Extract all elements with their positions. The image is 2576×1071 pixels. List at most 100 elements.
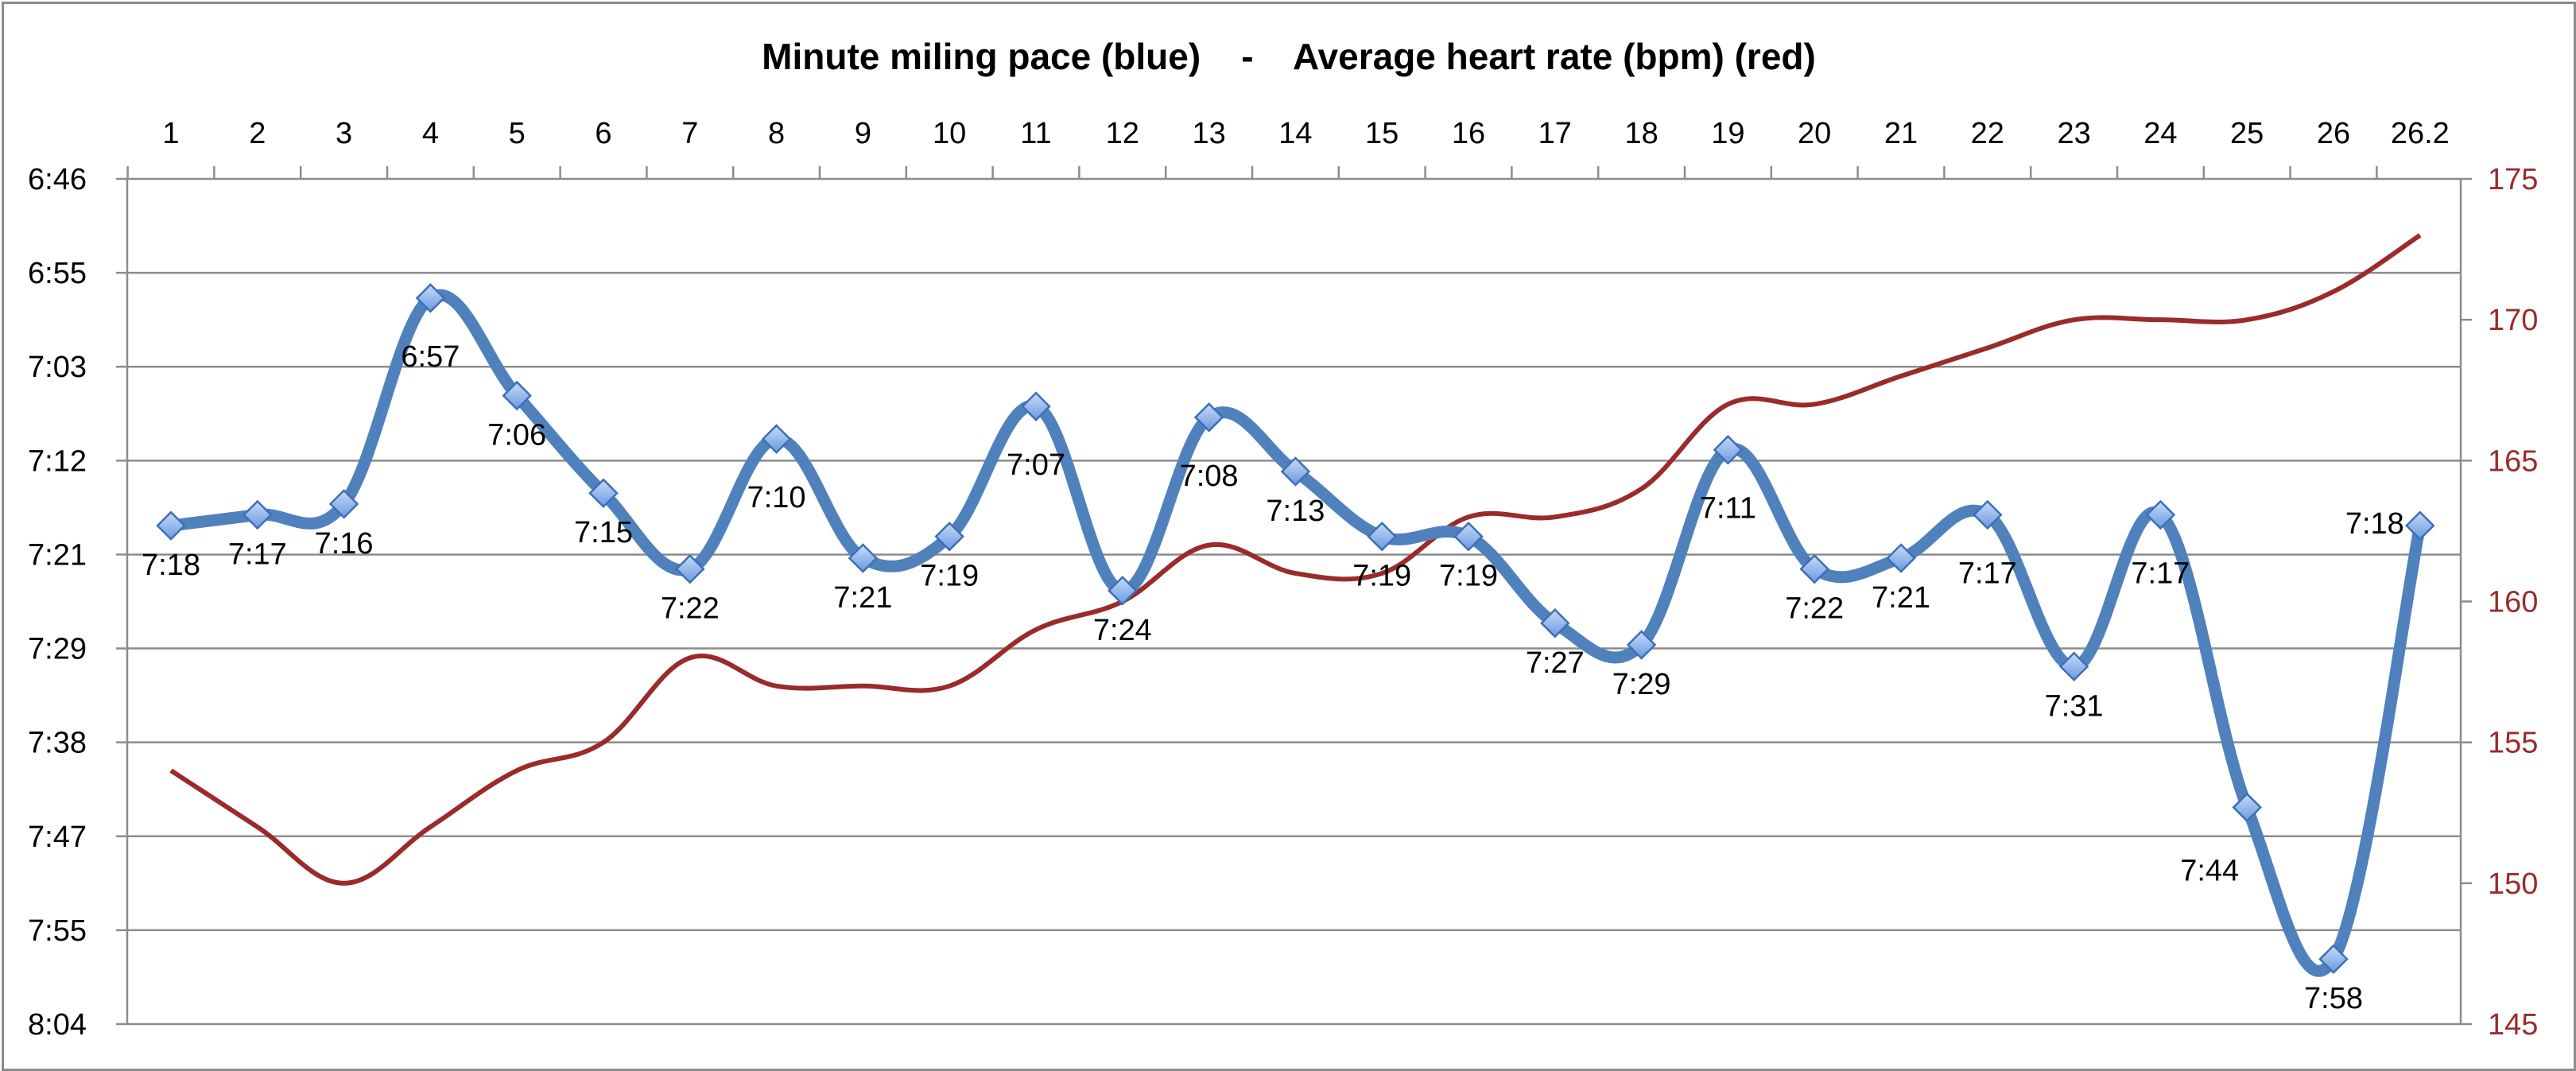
category-label: 16	[1452, 117, 1485, 150]
category-label: 10	[933, 117, 966, 150]
pace-data-label: 7:19	[1352, 560, 1411, 593]
pace-marker	[156, 510, 186, 541]
pace-data-label: 7:13	[1266, 495, 1325, 528]
pace-marker	[1193, 402, 1224, 433]
pace-marker	[675, 553, 705, 584]
category-label: 21	[1884, 117, 1918, 150]
chart-title: Minute miling pace (blue) - Average hear…	[762, 36, 1816, 77]
category-label: 11	[1020, 117, 1051, 150]
category-label: 18	[1624, 117, 1658, 150]
right-tick-label: 150	[2488, 867, 2538, 901]
pace-data-label: 7:22	[661, 592, 720, 626]
category-label: 14	[1278, 117, 1312, 150]
pace-data-labels: 7:18 7:17 7:16 6:57 7:06 7:15 7:22 7:10 7:21 7:19…	[142, 340, 2404, 1015]
pace-data-label: 7:19	[1439, 560, 1498, 593]
pace-data-label: 7:27	[1526, 646, 1585, 680]
pace-marker	[1280, 456, 1311, 487]
category-label: 12	[1106, 117, 1139, 150]
category-label: 13	[1192, 117, 1225, 150]
pace-marker	[588, 478, 619, 508]
pace-data-label: 7:19	[920, 560, 979, 593]
pace-data-label: 7:18	[142, 549, 200, 582]
left-tick-label: 8:04	[28, 1008, 87, 1042]
pace-data-label: 7:24	[1093, 614, 1152, 647]
pace-data-label: 7:15	[574, 516, 633, 549]
pace-marker	[1626, 630, 1657, 660]
pace-marker	[848, 543, 879, 573]
axes	[126, 166, 2462, 1024]
pace-data-label: 7:18	[2345, 507, 2404, 541]
pace-marker	[2145, 499, 2176, 530]
pace-marker	[1021, 391, 1051, 421]
left-tick-label: 7:47	[28, 821, 87, 854]
pace-marker	[1886, 543, 1916, 573]
heart-rate-line	[169, 233, 2422, 886]
category-label: 19	[1711, 117, 1744, 150]
gridlines	[116, 177, 2472, 1026]
left-tick-label: 7:38	[28, 727, 87, 760]
pace-data-label: 7:08	[1180, 460, 1239, 493]
pace-data-label: 7:17	[1958, 557, 2017, 590]
pace-marker	[761, 424, 792, 454]
category-label: 1	[162, 117, 179, 150]
category-label: 5	[509, 117, 526, 150]
right-tick-label: 155	[2488, 727, 2538, 760]
pace-series	[156, 283, 2435, 977]
left-tick-label: 7:21	[28, 538, 87, 572]
pace-marker	[2405, 510, 2435, 541]
pace-marker	[934, 521, 964, 552]
pace-data-label: 7:29	[1612, 668, 1671, 701]
tick-labels: 6:46 6:55 7:03 7:12 7:21 7:29 7:38 7:47 7:55 8:04…	[28, 117, 2538, 1042]
pace-marker	[1799, 553, 1829, 584]
left-tick-label: 7:29	[28, 633, 87, 666]
pace-marker	[1540, 607, 1570, 638]
left-tick-label: 6:55	[28, 257, 87, 290]
pace-marker	[1367, 521, 1397, 552]
pace-data-label: 7:22	[1785, 592, 1844, 626]
left-tick-label: 7:55	[28, 914, 87, 948]
pace-marker	[1453, 521, 1484, 552]
pace-data-label: 6:57	[401, 340, 460, 374]
category-label: 6	[595, 117, 611, 150]
right-tick-label: 175	[2488, 163, 2538, 196]
category-label: 4	[422, 117, 439, 150]
pace-marker	[1108, 576, 1138, 606]
pace-marker	[2058, 651, 2089, 682]
pace-marker	[415, 283, 446, 313]
pace-marker	[328, 489, 359, 519]
pace-data-label: 7:44	[2180, 854, 2239, 887]
pace-data-label: 7:06	[487, 419, 546, 452]
category-label: 26	[2317, 117, 2350, 150]
left-tick-label: 7:12	[28, 444, 87, 478]
category-label: 15	[1365, 117, 1399, 150]
chart-svg: Minute miling pace (blue) - Average hear…	[28, 36, 2538, 1042]
category-label: 20	[1798, 117, 1831, 150]
category-label: 24	[2143, 117, 2177, 150]
right-tick-label: 145	[2488, 1008, 2538, 1042]
pace-data-label: 7:31	[2045, 689, 2104, 723]
right-tick-label: 160	[2488, 586, 2538, 619]
pace-data-label: 7:07	[1007, 448, 1065, 482]
pace-data-label: 7:16	[315, 527, 374, 561]
category-label: 17	[1538, 117, 1572, 150]
pace-data-label: 7:17	[228, 537, 287, 571]
pace-marker	[1973, 499, 2003, 530]
category-label: 8	[768, 117, 785, 150]
pace-line	[165, 289, 2427, 977]
left-tick-label: 7:03	[28, 351, 87, 384]
category-label: 3	[336, 117, 352, 150]
pace-data-label: 7:17	[2131, 557, 2190, 590]
heart-rate-series	[169, 233, 2422, 886]
pace-data-label: 7:10	[747, 481, 806, 514]
pace-marker	[502, 380, 532, 411]
left-tick-label: 6:46	[28, 163, 87, 196]
category-label: 9	[855, 117, 871, 150]
right-tick-label: 165	[2488, 444, 2538, 478]
pace-marker	[1713, 434, 1744, 465]
pace-marker	[2318, 944, 2349, 974]
pace-data-label: 7:21	[1872, 581, 1930, 615]
category-label: 7	[681, 117, 698, 150]
pace-data-label: 7:11	[1700, 492, 1756, 526]
category-label: 23	[2057, 117, 2090, 150]
